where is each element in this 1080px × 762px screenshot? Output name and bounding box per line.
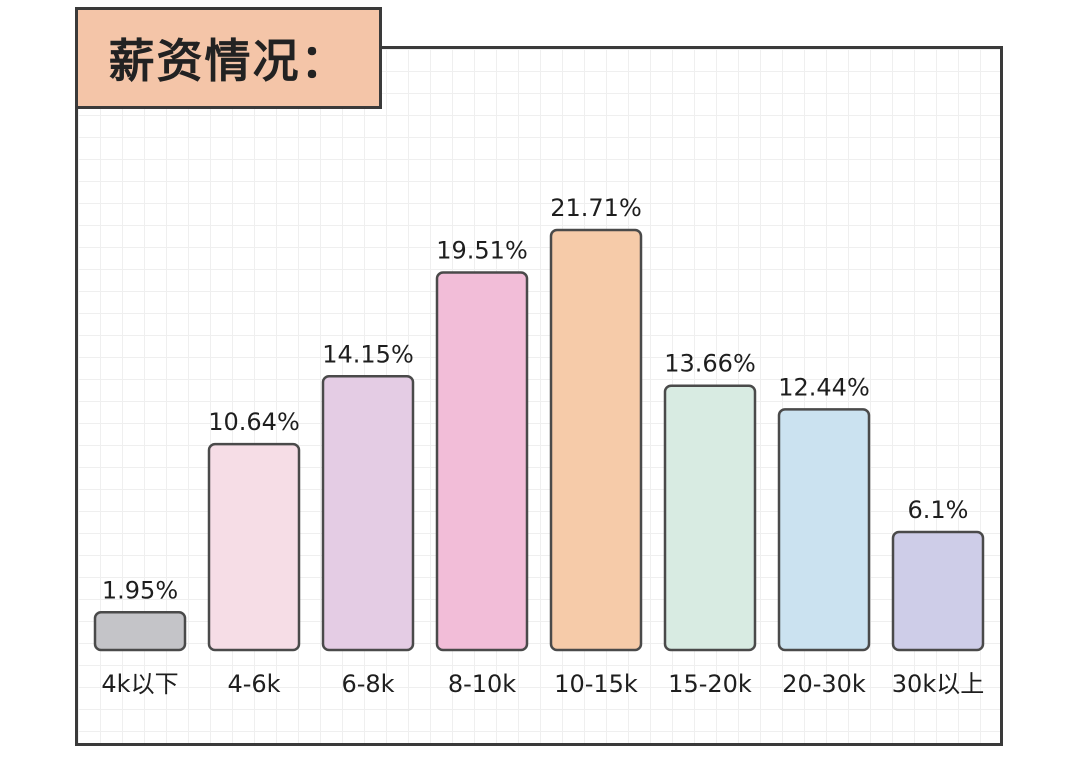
value-label: 19.51%	[436, 237, 528, 265]
chart-title: 薪资情况：	[108, 34, 349, 88]
value-label: 13.66%	[664, 350, 756, 378]
category-label: 4k以下	[101, 670, 178, 698]
bar-6-8k	[321, 375, 415, 652]
value-label: 6.1%	[908, 496, 969, 524]
category-label: 6-8k	[341, 670, 394, 698]
bar-10-15k	[549, 228, 643, 652]
bar-30k以上	[891, 530, 985, 652]
bar-15-20k	[663, 384, 757, 652]
category-label: 15-20k	[668, 670, 752, 698]
category-label: 8-10k	[448, 670, 516, 698]
bar-8-10k	[435, 271, 529, 652]
category-label: 4-6k	[227, 670, 280, 698]
value-label: 21.71%	[550, 194, 642, 222]
bar-20-30k	[777, 408, 871, 652]
category-label: 20-30k	[782, 670, 866, 698]
category-label: 10-15k	[554, 670, 638, 698]
bar-4k以下	[93, 611, 187, 652]
value-label: 14.15%	[322, 340, 414, 368]
value-label: 12.44%	[778, 373, 870, 401]
category-label: 30k以上	[892, 670, 984, 698]
title-box: 薪资情况：	[75, 7, 382, 109]
bar-4-6k	[207, 442, 301, 652]
value-label: 10.64%	[208, 408, 300, 436]
value-label: 1.95%	[102, 576, 178, 604]
